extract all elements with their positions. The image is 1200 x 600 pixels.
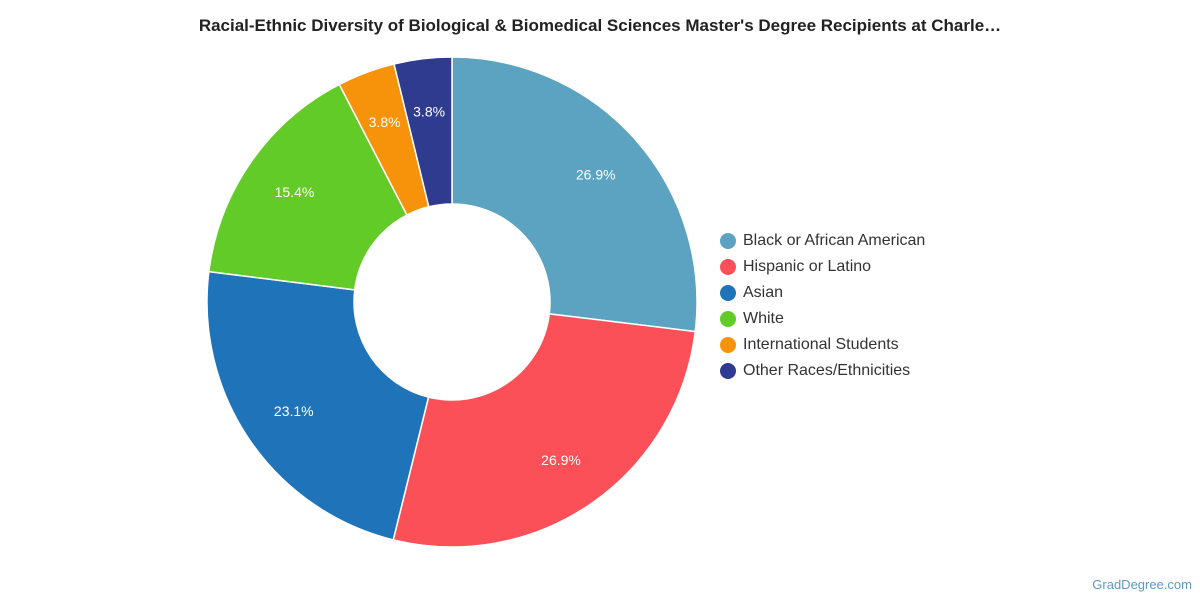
slice-hispanic-or-latino[interactable] [392,313,697,548]
legend-label: Black or African American [743,232,926,249]
legend-label: Hispanic or Latino [743,258,872,275]
legend-label: Other Races/Ethnicities [743,362,911,379]
chart-legend: Black or African American Hispanic or Lat… [720,228,925,384]
legend-swatch [720,259,736,275]
legend-swatch [720,233,736,249]
slice-label-international-students: 3.8% [369,114,401,130]
legend-swatch [720,363,736,379]
slice-label-asian: 23.1% [274,403,314,419]
source-watermark: GradDegree.com [1092,577,1192,592]
legend-label: Asian [743,284,784,301]
legend-item-white[interactable]: White [720,306,925,332]
legend-swatch [720,311,736,327]
slice-labels-group: 26.9% 26.9% 23.1% 15.4% 3.8% 3.8% [274,103,616,468]
legend-item-black-or-african-american[interactable]: Black or African American [720,228,925,254]
slice-black-or-african-american[interactable] [451,56,698,333]
slice-other-races-ethnicities[interactable] [393,56,453,208]
slices-group [206,56,698,548]
slice-label-hispanic-or-latino: 26.9% [541,452,581,468]
slice-label-white: 15.4% [275,184,315,200]
slice-label-other-races-ethnicities: 3.8% [413,103,445,119]
legend-swatch [720,285,736,301]
slice-white[interactable] [208,83,408,291]
legend-item-other-races-ethnicities[interactable]: Other Races/Ethnicities [720,358,925,384]
legend-label: White [743,310,784,327]
slice-label-black-or-african-american: 26.9% [576,167,616,183]
legend-swatch [720,337,736,353]
chart-title: Racial-Ethnic Diversity of Biological & … [198,16,1002,35]
legend-item-asian[interactable]: Asian [720,280,925,306]
legend-label: International Students [743,336,899,353]
legend-item-international-students[interactable]: International Students [720,332,925,358]
legend-item-hispanic-or-latino[interactable]: Hispanic or Latino [720,254,925,280]
slice-asian[interactable] [206,270,430,541]
